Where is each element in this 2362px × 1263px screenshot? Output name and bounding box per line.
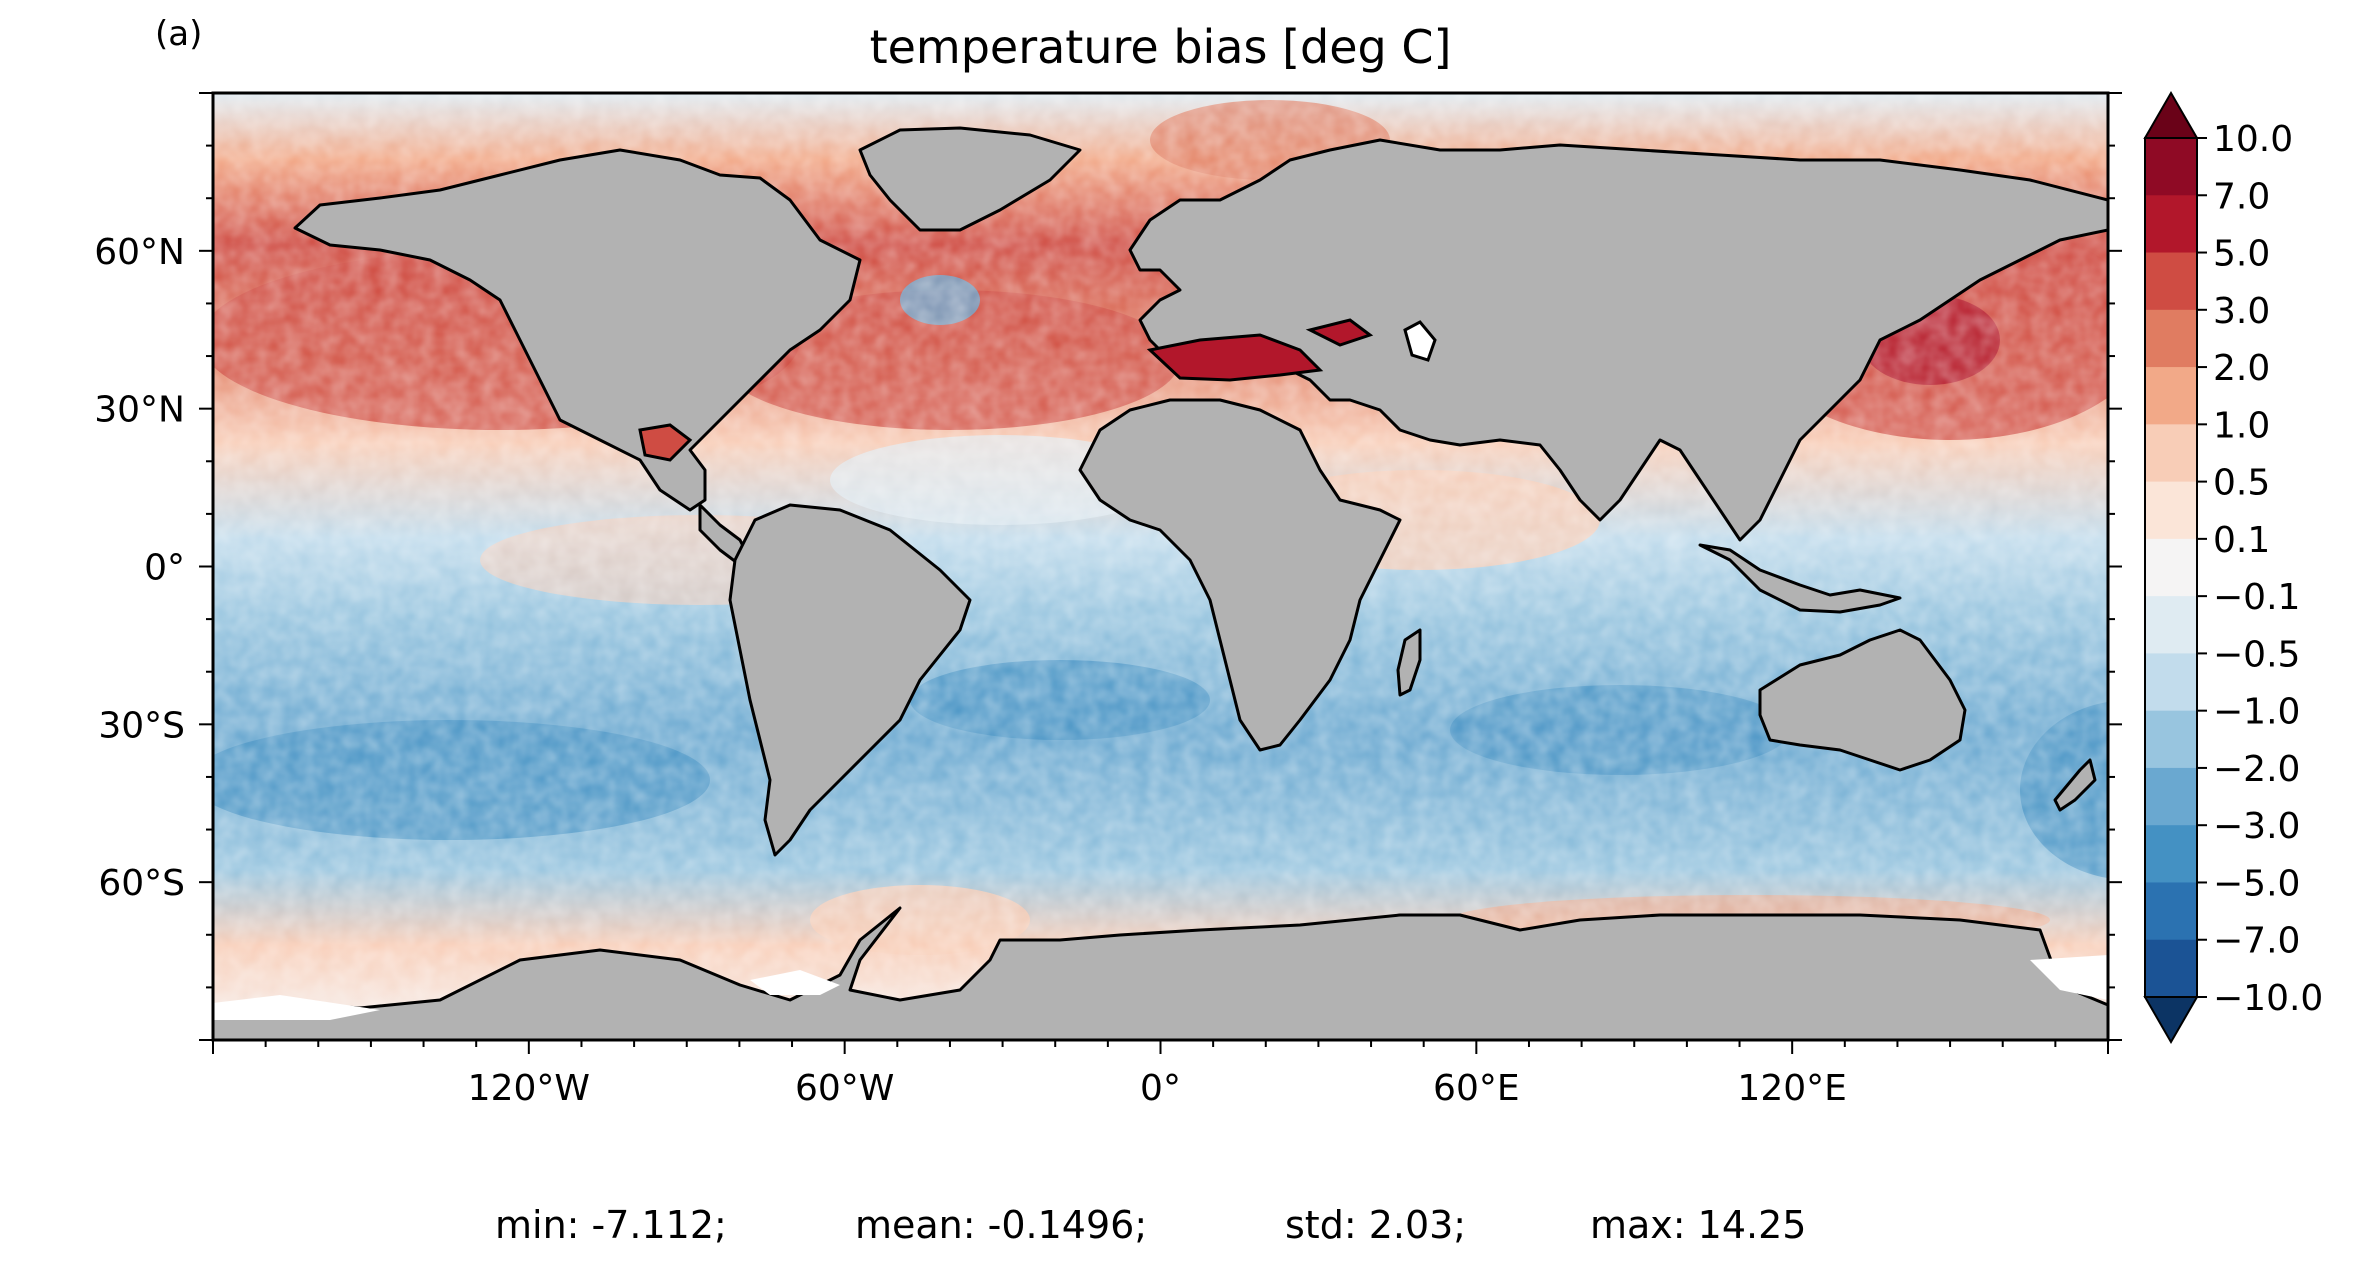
colorbar-label: −10.0 (2213, 978, 2323, 1019)
colorbar-label: −7.0 (2213, 921, 2300, 962)
colorbar-segment (2145, 939, 2197, 998)
map-plot-area (213, 93, 2108, 1040)
black-sea (1305, 318, 1374, 347)
mediterranean-sea (1146, 333, 1324, 382)
stat-max: max: 14.25 (1590, 1203, 1806, 1247)
colorbar-segment (2145, 481, 2197, 540)
colorbar-segment (2145, 252, 2197, 311)
colorbar-segment (2145, 538, 2197, 597)
indonesia-land (1698, 543, 1902, 614)
colorbar-segment (2145, 596, 2197, 654)
y-tick-label: 30°N (94, 390, 185, 431)
colorbar-label: −2.0 (2213, 749, 2300, 790)
colorbar-segment (2145, 309, 2197, 368)
stat-std: std: 2.03; (1285, 1203, 1466, 1247)
gulf-of-mexico-warm (638, 423, 693, 462)
colorbar-label: 3.0 (2213, 291, 2270, 332)
colorbar-segment (2145, 825, 2197, 883)
colorbar-under-arrow (2143, 996, 2199, 1044)
ross-sea-ice-area (213, 995, 380, 1020)
colorbar-segment (2145, 882, 2197, 941)
x-tick-label: 0° (1140, 1068, 1181, 1109)
x-tick-label: 120°W (468, 1068, 590, 1109)
x-axis: 120°W 60°W 0° 60°E 120°E (212, 1040, 2109, 1109)
colorbar-segment (2145, 138, 2197, 196)
colorbar-label: 0.5 (2213, 463, 2270, 504)
colorbar-segment (2145, 710, 2197, 769)
colorbar-label: 7.0 (2213, 176, 2270, 217)
y-tick-label: 0° (144, 548, 185, 589)
north-america-land (293, 148, 862, 512)
y-axis: 60°N 30°N 0° 30°S 60°S (94, 92, 2122, 1041)
colorbar-label: 1.0 (2213, 405, 2270, 446)
colorbar-segment (2145, 367, 2197, 425)
y-tick-label: 60°S (98, 863, 185, 904)
x-tick-label: 120°E (1737, 1068, 1846, 1109)
colorbar-segment (2145, 424, 2197, 483)
colorbar-label: −0.1 (2213, 577, 2300, 618)
colorbar: 10.0 7.0 5.0 3.0 2.0 1.0 0.5 0.1 −0.1 −0.5 −1.0 −2.… (2143, 91, 2323, 1044)
madagascar-land (1396, 628, 1422, 697)
y-tick-label: 60°N (94, 232, 185, 273)
stats-line: min: -7.112; mean: -0.1496; std: 2.03; m… (495, 1203, 1806, 1247)
colorbar-label: 5.0 (2213, 234, 2270, 275)
x-tick-label: 60°E (1433, 1068, 1520, 1109)
colorbar-label: 10.0 (2213, 119, 2293, 160)
weddell-ice-area (750, 970, 840, 995)
ross-ice-shelf-area (2030, 955, 2108, 1000)
colorbar-label: −0.5 (2213, 634, 2300, 675)
colorbar-label: −3.0 (2213, 806, 2300, 847)
colorbar-segment (2145, 767, 2197, 826)
land-masses (213, 126, 2108, 1040)
y-tick-label: 30°S (98, 705, 185, 746)
x-tick-label: 60°W (795, 1068, 894, 1109)
africa-land (1078, 398, 1402, 752)
colorbar-segment (2145, 653, 2197, 712)
stat-mean: mean: -0.1496; (855, 1203, 1147, 1247)
colorbar-label: 2.0 (2213, 348, 2270, 389)
south-america-land (728, 503, 972, 857)
colorbar-over-arrow (2143, 91, 2199, 139)
antarctica-land (213, 906, 2108, 1040)
map-title: temperature bias [deg C] (869, 20, 1452, 74)
greenland-land (858, 126, 1082, 232)
colorbar-outline (2144, 137, 2198, 998)
new-zealand-land (2053, 758, 2097, 812)
colorbar-segment (2145, 195, 2197, 254)
colorbar-label: −1.0 (2213, 692, 2300, 733)
panel-label: (a) (155, 14, 203, 54)
stat-min: min: -7.112; (495, 1203, 727, 1247)
caspian-sea (1403, 320, 1437, 362)
colorbar-label: 0.1 (2213, 520, 2270, 561)
colorbar-label: −5.0 (2213, 863, 2300, 904)
australia-land (1758, 628, 1967, 772)
